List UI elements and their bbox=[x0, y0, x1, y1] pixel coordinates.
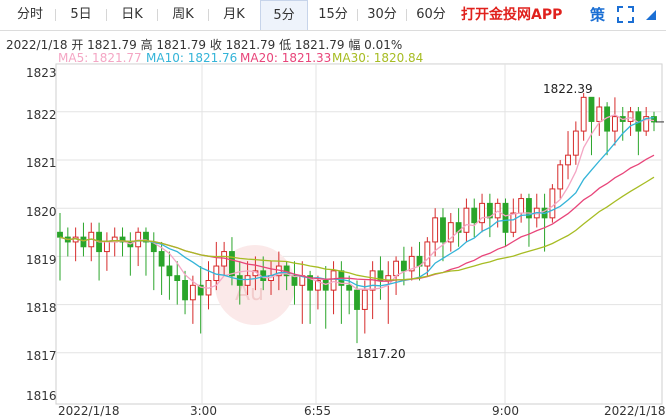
x-tick-label: 3:00 bbox=[190, 404, 217, 418]
candle-down bbox=[166, 265, 173, 277]
candle-up bbox=[611, 116, 618, 132]
candle-down bbox=[346, 284, 353, 291]
candle-down bbox=[440, 217, 446, 243]
candle-down bbox=[174, 275, 181, 281]
tab-5min[interactable]: 5分 bbox=[260, 0, 308, 30]
tab-fenshi[interactable]: 分时 bbox=[16, 7, 43, 22]
candle-up bbox=[393, 260, 400, 277]
candle-down bbox=[119, 236, 126, 243]
low-annotation: 1817.20 bbox=[356, 347, 406, 361]
ma5-line bbox=[59, 113, 655, 290]
candle-down bbox=[307, 275, 314, 291]
triangle-menu-icon[interactable] bbox=[646, 10, 656, 20]
candle-down bbox=[322, 280, 329, 291]
candle-up bbox=[572, 130, 579, 156]
candle-down bbox=[486, 202, 493, 219]
y-tick-label: 1819 bbox=[26, 253, 57, 267]
tab-15min[interactable]: 15分 bbox=[318, 7, 348, 22]
candle-up bbox=[103, 241, 110, 253]
y-tick-label: 1820 bbox=[26, 205, 57, 219]
candle-down bbox=[400, 260, 407, 272]
y-tick-label: 1818 bbox=[26, 301, 57, 315]
candle-up bbox=[549, 188, 556, 219]
candle-down bbox=[236, 275, 243, 286]
candle-up bbox=[424, 241, 431, 267]
y-tick-label: 1817 bbox=[26, 349, 57, 363]
candle-down bbox=[80, 236, 87, 248]
ma20-legend: MA20: 1821.33 bbox=[240, 51, 332, 65]
tab-daily-k[interactable]: 日K bbox=[121, 7, 143, 22]
candle-up bbox=[432, 217, 439, 243]
candle-up bbox=[596, 106, 603, 122]
candle-up bbox=[557, 164, 564, 190]
candle-down bbox=[57, 231, 63, 238]
candle-up bbox=[447, 222, 454, 243]
tab-divider bbox=[406, 9, 407, 21]
tab-5day[interactable]: 5日 bbox=[70, 7, 92, 22]
candle-up bbox=[463, 207, 470, 233]
candle-up bbox=[408, 255, 415, 272]
candle-down bbox=[354, 289, 360, 310]
candle-down bbox=[182, 280, 188, 301]
candle-up bbox=[361, 289, 368, 310]
tab-divider bbox=[357, 9, 358, 21]
high-annotation: 1822.39 bbox=[543, 82, 593, 96]
candle-down bbox=[229, 251, 235, 277]
tab-divider bbox=[208, 9, 209, 21]
x-tick-label: 2022/1/18 bbox=[58, 404, 120, 418]
candle-up bbox=[314, 280, 321, 291]
y-tick-label: 1821 bbox=[26, 156, 57, 170]
candle-down bbox=[526, 198, 532, 219]
tab-divider bbox=[55, 9, 56, 21]
candle-down bbox=[143, 231, 149, 243]
y-tick-label: 1823 bbox=[26, 66, 57, 80]
ma10-line bbox=[59, 116, 655, 288]
candle-up bbox=[565, 154, 571, 166]
open-app-link[interactable]: 打开金投网APP bbox=[461, 7, 563, 23]
candle-down bbox=[158, 251, 165, 267]
candle-down bbox=[502, 202, 509, 233]
candle-up bbox=[189, 284, 196, 301]
candle-down bbox=[377, 270, 384, 281]
ma30-legend: MA30: 1820.84 bbox=[332, 51, 424, 65]
tab-60min[interactable]: 60分 bbox=[416, 7, 446, 22]
candle-up bbox=[627, 111, 634, 122]
period-toolbar: 分时 5日 日K 周K 月K 5分 15分 30分 60分 打开金投网APP 策 bbox=[0, 0, 666, 31]
ma30-line bbox=[59, 176, 655, 281]
candle-down bbox=[455, 222, 462, 233]
candle-up bbox=[518, 198, 525, 214]
candle-down bbox=[291, 275, 298, 286]
candle-up bbox=[510, 212, 517, 233]
tab-weekly-k[interactable]: 周K bbox=[172, 7, 194, 22]
fullscreen-icon[interactable] bbox=[617, 6, 634, 23]
candle-down bbox=[651, 116, 657, 123]
candle-down bbox=[471, 207, 478, 224]
ohlc-info: 2022/1/18 开 1821.79 高 1821.79 收 1821.79 … bbox=[6, 38, 403, 52]
candle-up bbox=[330, 270, 337, 291]
ma5-legend: MA5: 1821.77 bbox=[58, 51, 142, 65]
x-tick-label: 2022/1/18 bbox=[604, 404, 666, 418]
candle-up bbox=[643, 116, 650, 132]
x-tick-label: 6:55 bbox=[304, 404, 331, 418]
x-tick-label: 9:00 bbox=[492, 404, 519, 418]
y-tick-label: 1822 bbox=[26, 108, 57, 122]
tab-divider bbox=[106, 9, 107, 21]
candle-up bbox=[580, 96, 587, 132]
tab-30min[interactable]: 30分 bbox=[367, 7, 397, 22]
y-tick-label: 1816 bbox=[26, 389, 57, 403]
candle-up bbox=[244, 275, 251, 286]
ma10-legend: MA10: 1821.76 bbox=[146, 51, 238, 65]
ma20-line bbox=[59, 154, 655, 282]
strategy-button[interactable]: 策 bbox=[590, 6, 606, 24]
candle-up bbox=[479, 202, 485, 224]
tab-monthly-k[interactable]: 月K bbox=[223, 7, 245, 22]
candle-down bbox=[197, 284, 204, 296]
tab-divider bbox=[157, 9, 158, 21]
candle-down bbox=[588, 96, 595, 122]
